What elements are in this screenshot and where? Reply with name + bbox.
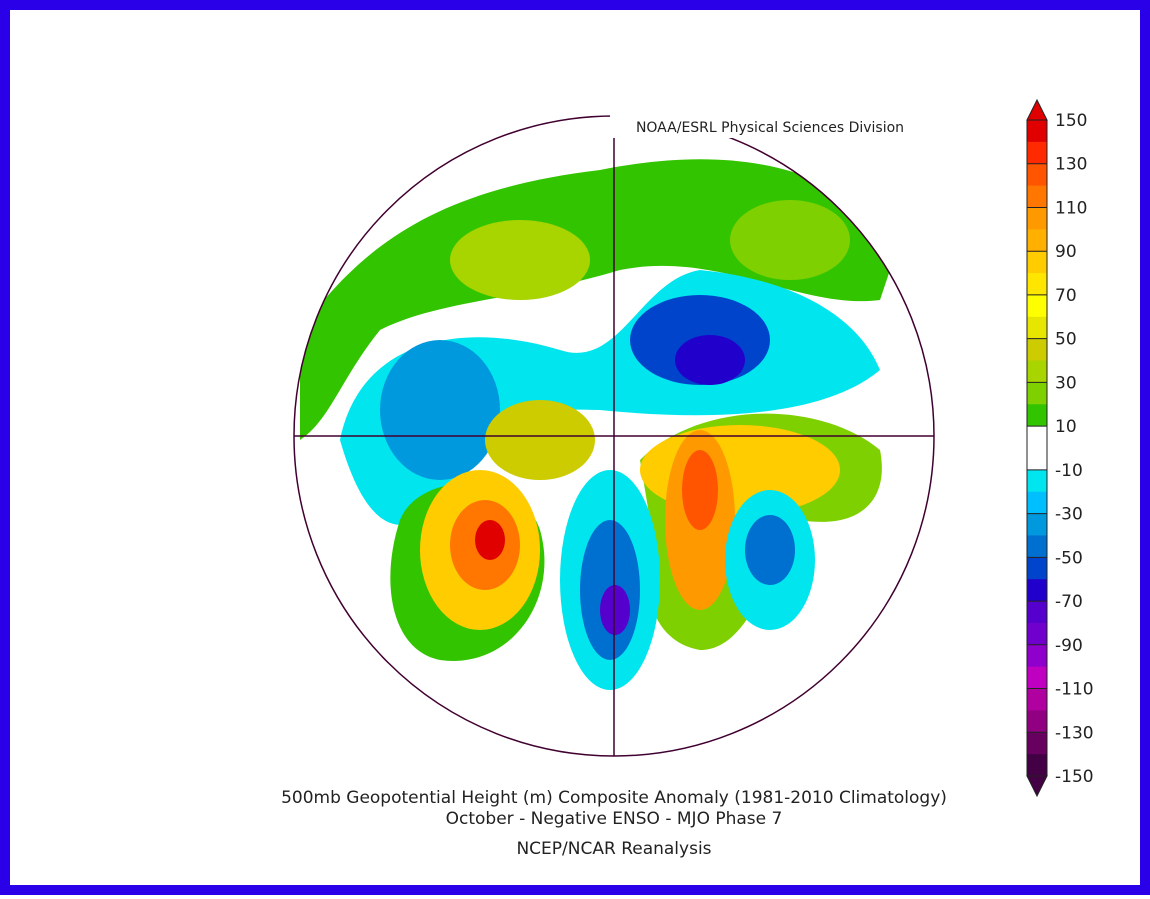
colorbar-band bbox=[1027, 229, 1047, 252]
subtitle: October - Negative ENSO - MJO Phase 7 bbox=[446, 809, 783, 829]
colorbar-band bbox=[1027, 185, 1047, 208]
credit: NOAA/ESRL Physical Sciences Division bbox=[636, 120, 904, 136]
colorbar-label: -90 bbox=[1055, 636, 1083, 656]
colorbar-label: -50 bbox=[1055, 548, 1083, 568]
colorbar-band bbox=[1027, 666, 1047, 690]
colorbar-label: 130 bbox=[1055, 155, 1087, 175]
colorbar-label: 30 bbox=[1055, 373, 1077, 393]
colorbar-band bbox=[1027, 382, 1047, 405]
colorbar-band bbox=[1027, 601, 1047, 624]
colorbar-label: -110 bbox=[1055, 680, 1094, 700]
colorbar-band bbox=[1027, 404, 1047, 427]
colorbar-label: -150 bbox=[1055, 767, 1094, 787]
colorbar-label: -70 bbox=[1055, 592, 1083, 612]
colorbar-label: 50 bbox=[1055, 330, 1077, 350]
colorbar-band bbox=[1027, 557, 1047, 580]
colorbar-band bbox=[1027, 360, 1047, 383]
colorbar-band bbox=[1027, 120, 1047, 143]
source: NCEP/NCAR Reanalysis bbox=[516, 839, 711, 859]
colorbar-band bbox=[1027, 273, 1047, 296]
colorbar-band bbox=[1027, 535, 1047, 558]
colorbar-band bbox=[1027, 513, 1047, 536]
map bbox=[294, 116, 934, 756]
colorbar-band bbox=[1027, 426, 1047, 449]
colorbar-label: -130 bbox=[1055, 723, 1094, 743]
colorbar-label: -30 bbox=[1055, 505, 1083, 525]
colorbar-band bbox=[1027, 338, 1047, 362]
colorbar-band bbox=[1027, 163, 1047, 187]
colorbar-band bbox=[1027, 644, 1047, 668]
colorbar-band bbox=[1027, 579, 1047, 602]
colorbar-band bbox=[1027, 207, 1047, 230]
credit-box bbox=[610, 112, 932, 138]
colorbar-label: 110 bbox=[1055, 198, 1087, 218]
colorbar-band bbox=[1027, 622, 1047, 646]
colorbar-band bbox=[1027, 469, 1047, 493]
colorbar: 150 130 110 90 70 50 30 10 -10 -30 -50 -70 -90 -110 -1… bbox=[1026, 98, 1094, 798]
colorbar-band bbox=[1027, 688, 1047, 711]
colorbar-label: 150 bbox=[1055, 111, 1087, 131]
colorbar-band bbox=[1027, 491, 1047, 515]
colorbar-label: 90 bbox=[1055, 242, 1077, 262]
colorbar-band bbox=[1027, 294, 1047, 318]
colorbar-band bbox=[1027, 732, 1047, 755]
colorbar-band bbox=[1027, 710, 1047, 733]
colorbar-label: 10 bbox=[1055, 417, 1077, 437]
colorbar-band bbox=[1027, 141, 1047, 165]
colorbar-label: 70 bbox=[1055, 286, 1077, 306]
colorbar-band bbox=[1027, 754, 1047, 777]
title: 500mb Geopotential Height (m) Composite … bbox=[281, 788, 947, 808]
colorbar-band bbox=[1027, 316, 1047, 340]
colorbar-band bbox=[1027, 448, 1047, 471]
colorbar-label: -10 bbox=[1055, 461, 1083, 481]
colorbar-band bbox=[1027, 251, 1047, 274]
